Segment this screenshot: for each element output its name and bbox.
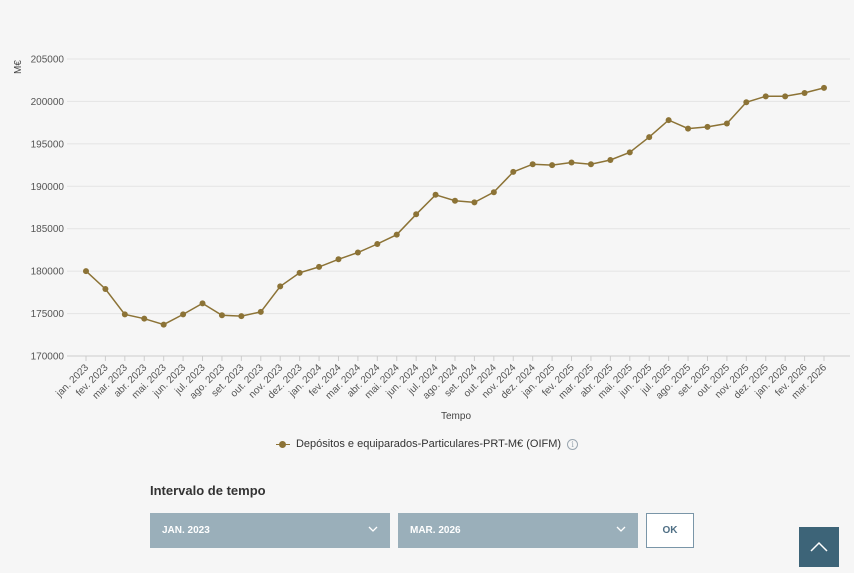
data-point[interactable] — [510, 168, 517, 175]
data-point[interactable] — [277, 283, 284, 290]
data-point[interactable] — [762, 93, 769, 100]
time-range-title: Intervalo de tempo — [150, 483, 266, 498]
data-point[interactable] — [743, 99, 750, 106]
y-tick-label: 185000 — [31, 224, 65, 235]
data-point[interactable] — [452, 197, 458, 204]
data-point[interactable] — [83, 268, 89, 275]
legend-label[interactable]: Depósitos e equiparados-Particulares-PRT… — [295, 438, 562, 450]
data-point[interactable] — [471, 199, 478, 206]
chevron-up-icon — [810, 541, 828, 552]
line-chart: 170000 175000 180000 185000 190000 195000 2000… — [13, 55, 850, 422]
y-tick-label: 205000 — [31, 55, 65, 66]
data-point[interactable] — [102, 285, 109, 292]
end-date-value: MAR. 2026 — [410, 525, 461, 536]
info-icon[interactable]: i — [567, 438, 579, 450]
data-point[interactable] — [335, 256, 342, 263]
data-point[interactable] — [180, 311, 187, 318]
data-point[interactable] — [704, 123, 711, 130]
data-point[interactable] — [238, 313, 245, 320]
chevron-down-icon — [368, 526, 378, 532]
data-point[interactable] — [413, 211, 420, 218]
y-tick-label: 195000 — [31, 139, 65, 150]
data-point[interactable] — [549, 162, 556, 169]
start-date-value: JAN. 2023 — [162, 525, 210, 536]
data-point[interactable] — [529, 161, 536, 168]
data-point[interactable] — [607, 156, 614, 163]
data-point[interactable] — [490, 189, 497, 196]
chevron-down-icon — [616, 526, 626, 532]
y-tick-label: 175000 — [31, 309, 65, 320]
data-point[interactable] — [374, 240, 381, 247]
gridlines — [67, 58, 850, 357]
x-axis-title: Tempo — [441, 411, 471, 422]
data-point[interactable] — [587, 161, 594, 168]
y-tick-label: 190000 — [31, 182, 65, 193]
legend-marker — [275, 440, 290, 448]
series-layer — [83, 84, 827, 328]
data-point[interactable] — [723, 120, 730, 127]
data-point[interactable] — [801, 89, 808, 96]
start-date-select[interactable]: JAN. 2023 — [150, 513, 390, 548]
data-point[interactable] — [199, 300, 206, 307]
data-point[interactable] — [296, 269, 303, 276]
data-point[interactable] — [354, 249, 361, 256]
ok-button[interactable]: OK — [646, 513, 694, 548]
y-axis-ticks: 170000 175000 180000 185000 190000 195000 2000… — [31, 55, 65, 363]
y-axis-title: M€ — [13, 60, 24, 74]
data-point[interactable] — [218, 312, 225, 319]
data-point[interactable] — [141, 315, 148, 322]
y-tick-label: 200000 — [31, 97, 65, 108]
data-point[interactable] — [568, 159, 575, 166]
end-date-select[interactable]: MAR. 2026 — [398, 513, 638, 548]
y-tick-label: 180000 — [31, 267, 65, 278]
data-point[interactable] — [821, 84, 827, 91]
data-point[interactable] — [665, 117, 672, 124]
series-line — [85, 87, 825, 326]
data-point[interactable] — [646, 134, 653, 141]
data-point[interactable] — [257, 308, 264, 315]
data-point[interactable] — [626, 149, 633, 156]
y-tick-label: 170000 — [31, 352, 65, 363]
data-point[interactable] — [432, 191, 439, 198]
data-point[interactable] — [121, 311, 128, 318]
data-point[interactable] — [316, 263, 323, 270]
data-point[interactable] — [685, 125, 692, 132]
chart-legend[interactable]: Depósitos e equiparados-Particulares-PRT… — [0, 438, 854, 450]
data-point[interactable] — [393, 231, 400, 238]
legend-marker-dot — [279, 440, 287, 448]
scroll-to-top-button[interactable] — [799, 527, 839, 567]
data-point[interactable] — [782, 93, 789, 100]
data-point[interactable] — [160, 321, 167, 328]
